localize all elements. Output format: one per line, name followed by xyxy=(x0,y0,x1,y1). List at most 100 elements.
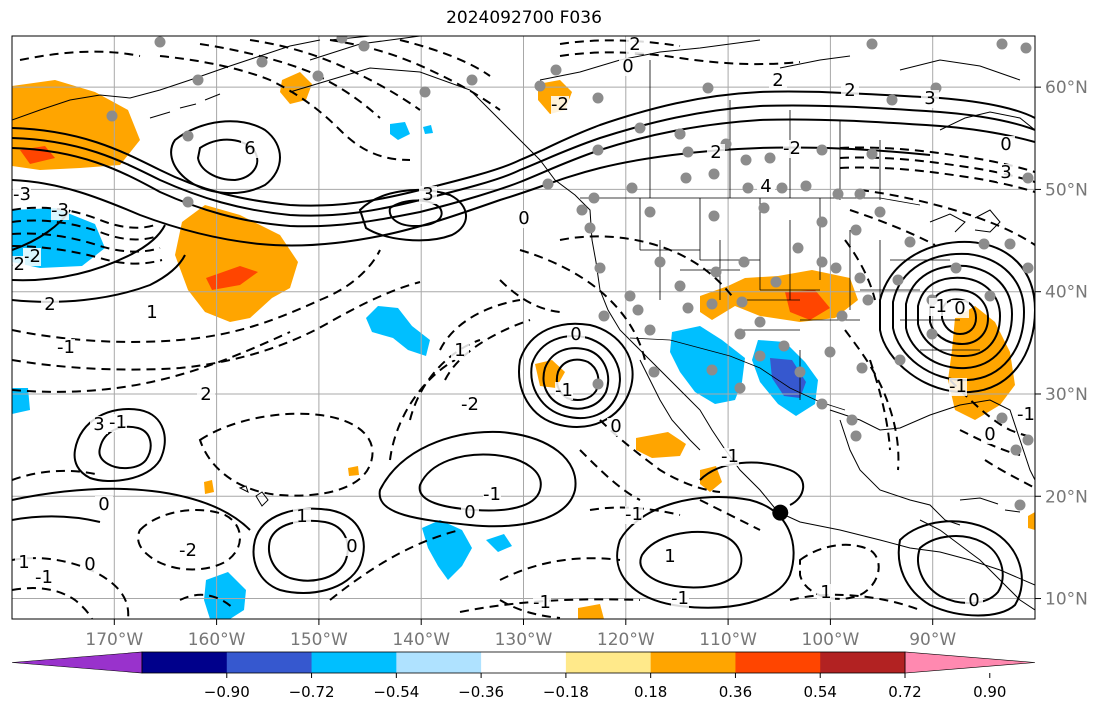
dashed-contour xyxy=(19,50,141,61)
aleutian-islands xyxy=(149,93,221,119)
solid-contour xyxy=(12,515,101,523)
station-marker xyxy=(894,354,906,366)
contour-label-bg xyxy=(35,569,53,587)
contour-label: 1 xyxy=(18,552,29,573)
dashed-contour xyxy=(12,232,161,253)
station-marker xyxy=(950,262,962,274)
station-marker xyxy=(592,144,604,156)
lon-tick-label: 100°W xyxy=(802,630,860,650)
station-marker xyxy=(1020,42,1032,54)
station-marker xyxy=(682,302,694,314)
contour-label-bg xyxy=(81,556,99,574)
station-marker xyxy=(736,296,748,308)
colorbar-tick-label: −0.18 xyxy=(543,683,589,701)
dashed-contour xyxy=(159,55,411,161)
station-marker xyxy=(824,346,836,358)
solid-contour xyxy=(418,453,542,512)
canada-coastline xyxy=(539,39,1021,81)
station-marker xyxy=(674,280,686,292)
station-marker xyxy=(832,188,844,200)
station-marker xyxy=(846,414,858,426)
station-marker xyxy=(800,180,812,192)
map-title: 2024092700 F036 xyxy=(446,8,602,28)
station-marker xyxy=(978,238,990,250)
station-marker xyxy=(336,36,348,44)
dashed-contour xyxy=(179,593,236,611)
station-marker xyxy=(256,56,268,68)
colorbar-segment xyxy=(226,652,313,673)
contour-label-bg xyxy=(721,448,739,466)
station-marker xyxy=(312,70,324,82)
contour-label-bg xyxy=(783,140,801,158)
colorbar-tick-label: 0.90 xyxy=(973,683,1006,701)
contour-label: 2 xyxy=(710,142,721,163)
station-marker xyxy=(816,398,828,410)
orange-region xyxy=(700,466,722,492)
dashed-contour xyxy=(249,39,421,111)
dashed-contour xyxy=(839,166,1035,193)
contour-label: 0 xyxy=(610,416,621,437)
station-marker xyxy=(778,340,790,352)
blue-region xyxy=(423,125,433,134)
contour-label-bg xyxy=(997,136,1015,154)
station-marker xyxy=(588,192,600,204)
station-marker xyxy=(742,182,754,194)
contour-label: -1 xyxy=(949,376,967,397)
highlight-marker xyxy=(772,504,789,521)
contour-label-bg xyxy=(41,296,59,314)
contour-label-bg xyxy=(769,72,787,90)
colorbar-tick-label: 0.18 xyxy=(634,683,667,701)
station-marker xyxy=(836,310,848,322)
latitude-ticks: 60°N 50°N 40°N 30°N 20°N 10°N xyxy=(1035,78,1088,610)
station-marker xyxy=(182,130,194,142)
orange-region xyxy=(636,432,686,458)
station-marker xyxy=(624,290,636,302)
station-marker xyxy=(708,168,720,180)
contour-label-bg xyxy=(921,90,939,108)
station-marker xyxy=(904,236,916,248)
station-marker xyxy=(856,362,868,374)
contour-label: 0 xyxy=(518,208,529,229)
contour-label-bg xyxy=(757,178,775,196)
station-marker xyxy=(738,256,750,268)
contour-label-bg xyxy=(981,426,999,444)
station-marker xyxy=(648,366,660,378)
station-marker xyxy=(154,36,166,48)
station-marker xyxy=(358,40,370,52)
blue-region xyxy=(12,388,30,414)
contour-label-bg xyxy=(461,396,479,414)
colorbar-tick-label: 0.72 xyxy=(888,683,921,701)
station-marker xyxy=(626,182,638,194)
solid-contour xyxy=(929,288,990,346)
contour-label-bg xyxy=(817,584,835,602)
contour-label-bg xyxy=(707,144,725,162)
station-marker xyxy=(708,210,720,222)
orange-region xyxy=(1028,512,1035,530)
dashed-contour xyxy=(389,359,456,461)
station-marker xyxy=(576,204,588,216)
station-marker xyxy=(706,364,718,376)
solid-contour xyxy=(12,224,166,282)
alaska-coastline xyxy=(12,39,321,121)
contour-label-bg xyxy=(555,382,573,400)
contour-label: -2 xyxy=(551,94,569,115)
contour-label: 3 xyxy=(93,414,104,435)
contour-label: 2 xyxy=(629,34,640,55)
contour-label: 0 xyxy=(84,554,95,575)
solid-contour xyxy=(388,199,443,228)
station-marker xyxy=(996,412,1008,424)
dashed-contour xyxy=(12,245,163,265)
contour-label: 1 xyxy=(146,302,157,323)
contour-label: -1 xyxy=(929,296,947,317)
contour-label: 0 xyxy=(346,536,357,557)
contour-label-bg xyxy=(51,202,69,220)
contour-label: 0 xyxy=(464,502,475,523)
lon-tick-label: 130°W xyxy=(495,630,553,650)
station-marker xyxy=(850,430,862,442)
contour-label-bg xyxy=(419,186,437,204)
dashed-contour xyxy=(559,51,801,66)
contour-label: 0 xyxy=(1000,134,1011,155)
contour-label-bg xyxy=(625,506,643,524)
dashed-contour xyxy=(12,219,159,241)
